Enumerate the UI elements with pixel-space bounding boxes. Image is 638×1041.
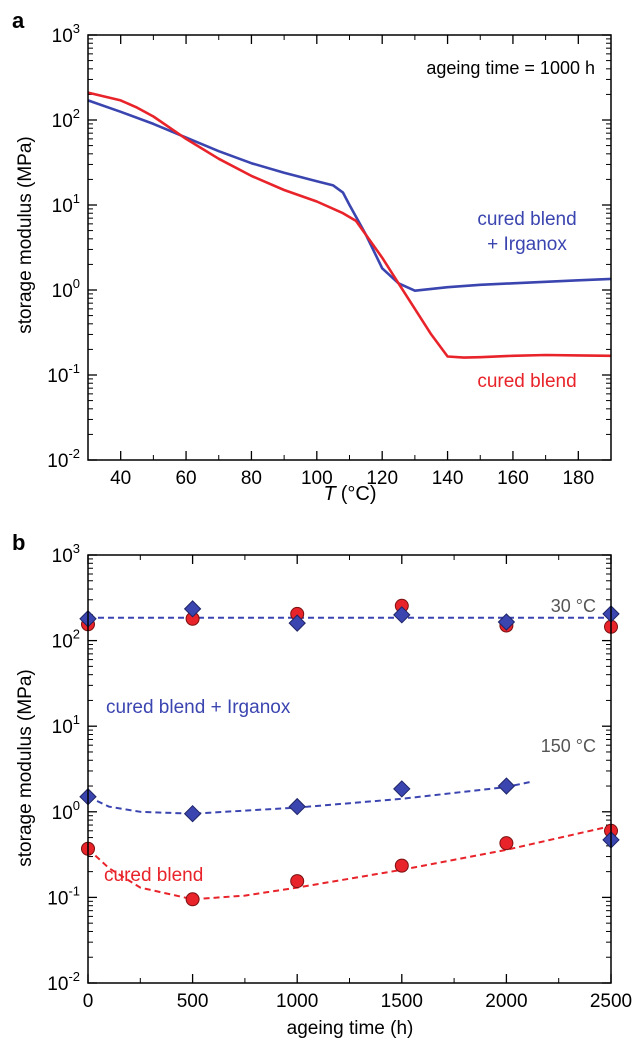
y-tick-label-b: 10-2 bbox=[47, 969, 80, 995]
data-point-irganox-30c bbox=[497, 613, 516, 631]
y-tick-label-b: 100 bbox=[52, 798, 80, 824]
x-axis-label-a: T (°C) bbox=[324, 483, 377, 505]
x-axis-label-unit: (°C) bbox=[341, 483, 377, 505]
series-label-irganox-b: cured blend + Irganox bbox=[106, 697, 291, 718]
trend-line-irganox-150c bbox=[87, 780, 532, 815]
y-tick-label-b: 101 bbox=[52, 712, 80, 738]
y-tick-label-b: 103 bbox=[52, 541, 80, 567]
y-tick-label-a: 100 bbox=[52, 276, 80, 302]
panel-label-b: b bbox=[12, 530, 25, 555]
y-tick-label-a: 10-1 bbox=[47, 361, 80, 387]
data-point-irganox-30c bbox=[288, 614, 306, 632]
y-tick-labels-a: 10-2 10-1 100 101 102 103 bbox=[47, 21, 80, 472]
x-tick-label-a: 40 bbox=[110, 468, 131, 489]
data-point-irganox-30c bbox=[183, 600, 202, 618]
data-point-cured-blend-150c bbox=[394, 858, 409, 873]
series-label-irganox-line2: + Irganox bbox=[487, 234, 567, 255]
plot-frame-a bbox=[87, 34, 612, 461]
y-tick-label-b: 10-1 bbox=[47, 883, 80, 909]
annotation-ageing-time: ageing time = 1000 h bbox=[426, 58, 595, 78]
data-point-irganox-150c bbox=[288, 797, 306, 816]
x-tick-label-b: 1500 bbox=[381, 991, 423, 1012]
series-line-irganox bbox=[87, 99, 612, 292]
x-tick-labels-b: 0 500 1000 1500 2000 2500 bbox=[83, 991, 632, 1012]
x-axis-label-var: T bbox=[324, 483, 338, 505]
series-label-irganox-line1: cured blend bbox=[477, 209, 576, 230]
trend-lines-b bbox=[87, 616, 612, 901]
panel-label-a: a bbox=[12, 8, 25, 33]
plot-lines-a bbox=[87, 91, 612, 359]
y-axis-label-a: storage modulus (MPa) bbox=[15, 136, 36, 333]
x-tick-label-a: 180 bbox=[562, 468, 594, 489]
plot-frame-b bbox=[87, 554, 612, 984]
y-tick-labels-b: 10-2 10-1 100 101 102 103 bbox=[47, 541, 80, 995]
y-tick-label-a: 103 bbox=[52, 21, 80, 47]
x-tick-label-b: 2000 bbox=[485, 991, 527, 1012]
x-tick-label-a: 120 bbox=[366, 468, 398, 489]
data-points-b bbox=[79, 598, 620, 907]
y-tick-label-a: 102 bbox=[52, 106, 80, 132]
axis-ticks-b bbox=[87, 554, 612, 984]
x-tick-label-a: 160 bbox=[497, 468, 529, 489]
data-point-irganox-150c bbox=[393, 780, 411, 798]
trend-line-cured-blend-150c bbox=[87, 825, 612, 901]
temperature-label-150c: 150 °C bbox=[541, 736, 596, 756]
data-point-irganox-150c bbox=[183, 804, 202, 823]
x-tick-label-b: 2500 bbox=[590, 991, 632, 1012]
data-point-cured-blend-150c bbox=[499, 836, 514, 851]
x-tick-label-a: 100 bbox=[301, 468, 333, 489]
y-tick-label-a: 101 bbox=[52, 191, 80, 217]
x-tick-label-a: 80 bbox=[241, 468, 262, 489]
panel-a: a storage modulus (MPa) 10-210-110010110… bbox=[12, 8, 612, 505]
y-tick-label-a: 10-2 bbox=[47, 446, 80, 472]
x-tick-label-b: 1000 bbox=[276, 991, 318, 1012]
data-point-irganox-150c bbox=[497, 777, 516, 795]
data-point-cured-blend-150c bbox=[290, 874, 305, 889]
x-tick-label-b: 500 bbox=[177, 991, 209, 1012]
x-tick-labels-a: 40 60 80 100 120 140 160 180 bbox=[110, 468, 594, 489]
x-axis-label-b: ageing time (h) bbox=[287, 1018, 414, 1039]
y-axis-label-b: storage modulus (MPa) bbox=[15, 669, 36, 866]
x-tick-label-b: 0 bbox=[83, 991, 94, 1012]
panel-b: b storage modulus (MPa) 10-210-110010110… bbox=[12, 530, 632, 1039]
series-label-cured-blend-b: cured blend bbox=[104, 865, 203, 886]
x-tick-label-a: 140 bbox=[432, 468, 464, 489]
temperature-label-30c: 30 °C bbox=[551, 596, 596, 616]
data-point-irganox-30c bbox=[393, 606, 411, 624]
x-tick-label-a: 60 bbox=[175, 468, 196, 489]
y-tick-label-b: 102 bbox=[52, 627, 80, 653]
data-point-cured-blend-150c bbox=[185, 892, 200, 907]
series-line-cured-blend bbox=[87, 91, 612, 359]
series-label-cured-blend-a: cured blend bbox=[477, 371, 576, 392]
